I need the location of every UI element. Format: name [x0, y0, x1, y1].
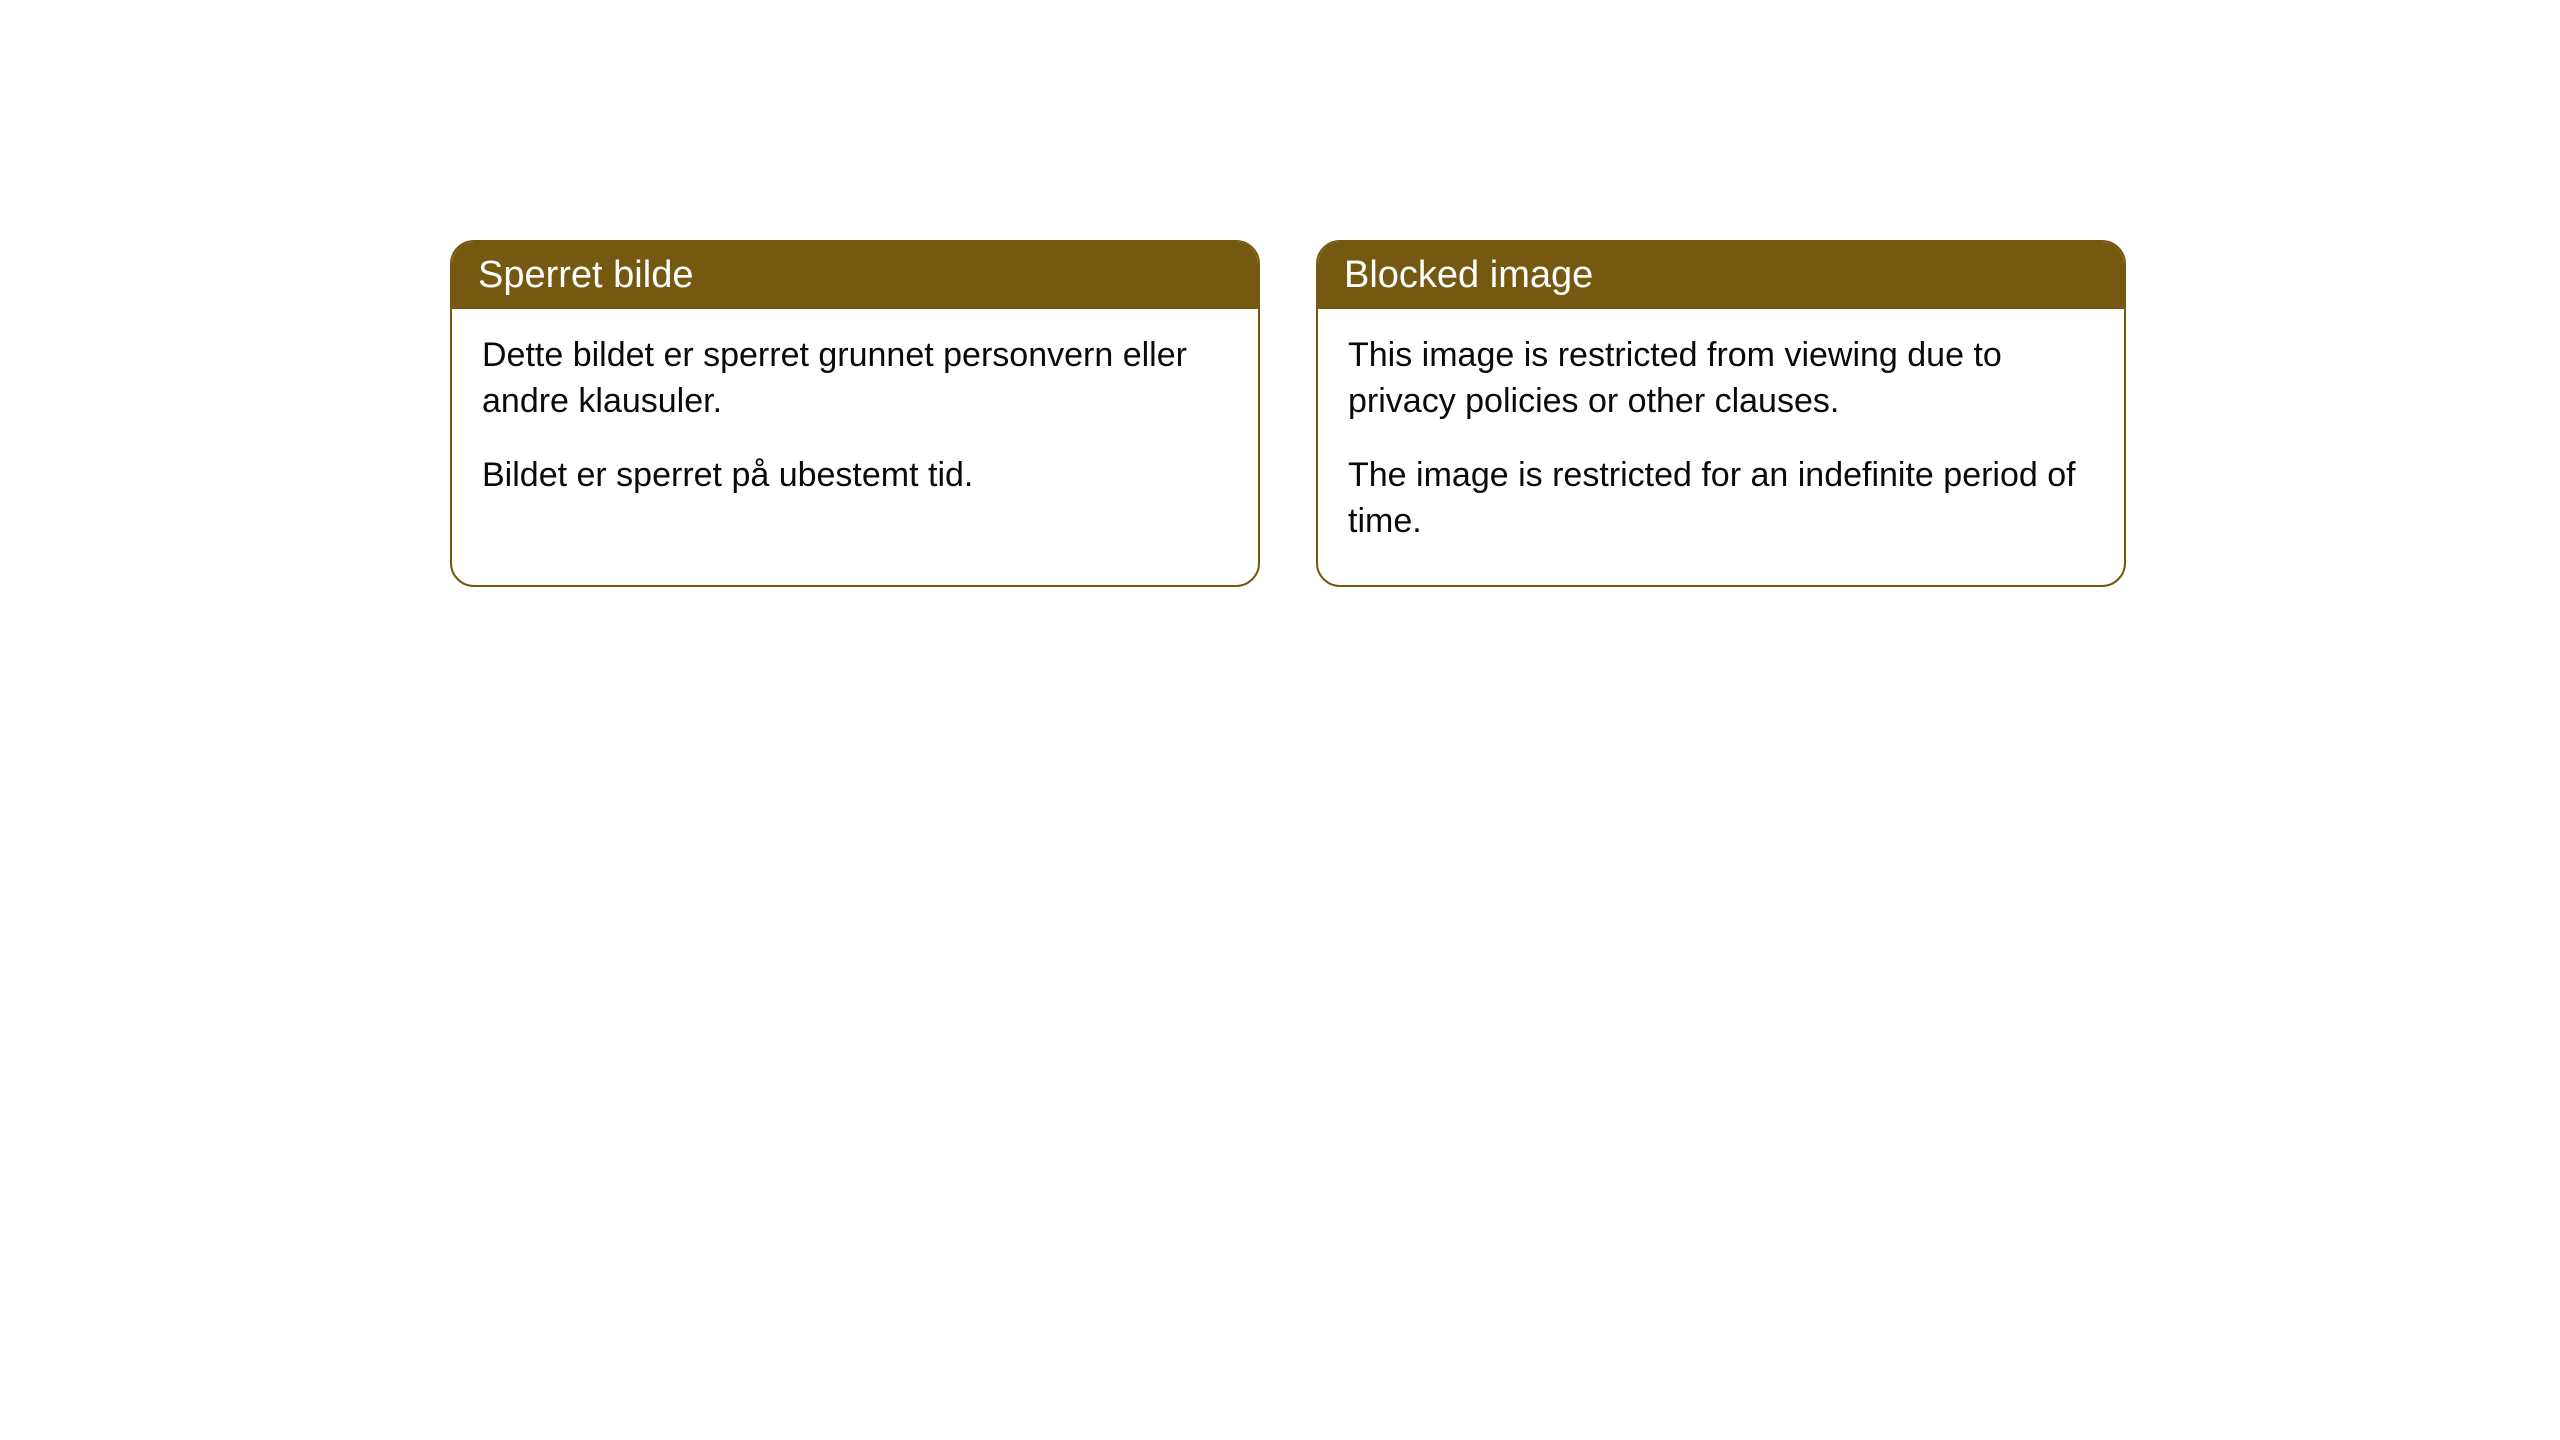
- card-header-english: Blocked image: [1318, 242, 2124, 309]
- card-paragraph: Bildet er sperret på ubestemt tid.: [482, 453, 1228, 499]
- card-title: Blocked image: [1344, 254, 1593, 296]
- card-header-norwegian: Sperret bilde: [452, 242, 1258, 309]
- card-body-english: This image is restricted from viewing du…: [1318, 309, 2124, 585]
- card-paragraph: Dette bildet er sperret grunnet personve…: [482, 333, 1228, 425]
- card-paragraph: This image is restricted from viewing du…: [1348, 333, 2094, 425]
- card-paragraph: The image is restricted for an indefinit…: [1348, 453, 2094, 545]
- cards-container: Sperret bilde Dette bildet er sperret gr…: [450, 240, 2126, 587]
- card-norwegian: Sperret bilde Dette bildet er sperret gr…: [450, 240, 1260, 587]
- card-english: Blocked image This image is restricted f…: [1316, 240, 2126, 587]
- card-title: Sperret bilde: [478, 254, 693, 296]
- card-body-norwegian: Dette bildet er sperret grunnet personve…: [452, 309, 1258, 539]
